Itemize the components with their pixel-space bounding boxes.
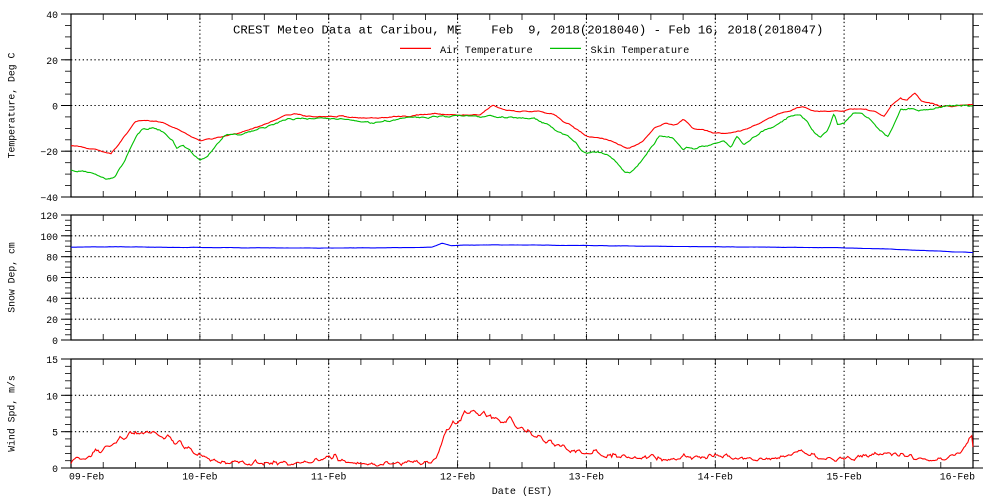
svg-text:40: 40 <box>46 10 58 21</box>
svg-text:80: 80 <box>46 253 58 264</box>
svg-text:Wind Spd, m/s: Wind Spd, m/s <box>7 375 18 452</box>
svg-text:60: 60 <box>46 274 58 285</box>
svg-text:5: 5 <box>52 428 58 439</box>
svg-text:0: 0 <box>52 102 58 113</box>
svg-text:20: 20 <box>46 315 58 326</box>
svg-text:14-Feb: 14-Feb <box>698 472 733 483</box>
svg-text:Temperature, Deg C: Temperature, Deg C <box>7 52 18 158</box>
svg-text:15-Feb: 15-Feb <box>826 472 861 483</box>
svg-text:120: 120 <box>40 211 58 222</box>
svg-text:0: 0 <box>52 336 58 347</box>
svg-text:0: 0 <box>52 464 58 475</box>
svg-text:12-Feb: 12-Feb <box>440 472 475 483</box>
svg-text:15: 15 <box>46 355 58 366</box>
svg-text:Skin Temperature: Skin Temperature <box>591 45 690 57</box>
svg-text:100: 100 <box>40 232 58 243</box>
svg-text:13-Feb: 13-Feb <box>569 472 604 483</box>
svg-text:Air Temperature: Air Temperature <box>440 45 533 57</box>
svg-text:−40: −40 <box>40 193 58 204</box>
svg-text:Date (EST): Date (EST) <box>492 486 552 498</box>
svg-text:09-Feb: 09-Feb <box>69 472 104 483</box>
svg-text:16-Feb: 16-Feb <box>940 472 975 483</box>
svg-text:CREST Meteo Data at Caribou, M: CREST Meteo Data at Caribou, ME Feb 9, 2… <box>233 24 823 38</box>
svg-text:20: 20 <box>46 56 58 67</box>
svg-text:10-Feb: 10-Feb <box>182 472 217 483</box>
svg-text:Snow Dep, cm: Snow Dep, cm <box>7 242 18 313</box>
svg-text:40: 40 <box>46 294 58 305</box>
svg-text:11-Feb: 11-Feb <box>311 472 346 483</box>
svg-text:10: 10 <box>46 391 58 402</box>
svg-text:−20: −20 <box>40 147 58 158</box>
